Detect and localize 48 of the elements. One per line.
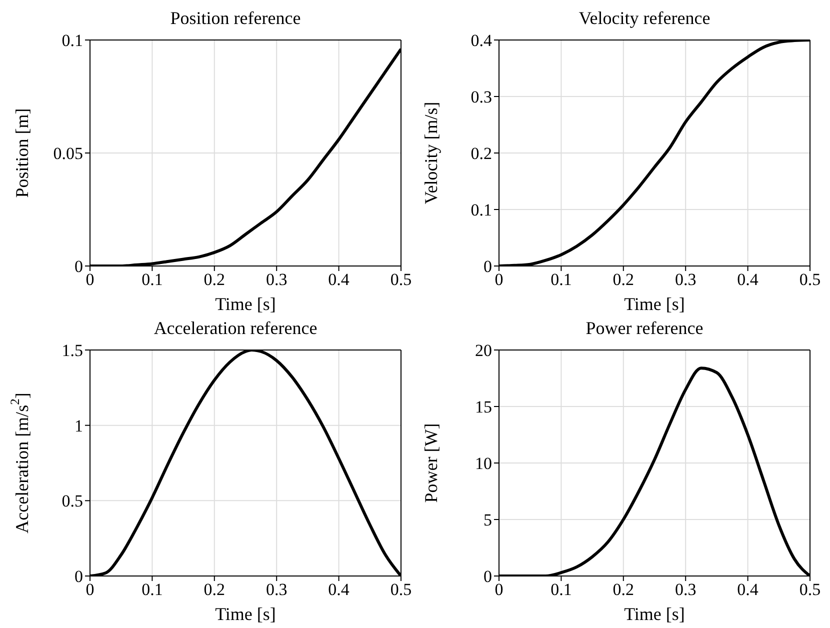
x-tick-label: 0.2 <box>204 580 226 600</box>
y-tick-label: 0.4 <box>470 31 492 50</box>
x-tick-label: 0.1 <box>550 270 572 290</box>
y-tick-label: 0 <box>484 567 492 586</box>
y-tick-label: 0.2 <box>470 144 492 164</box>
y-tick-label: 0 <box>484 257 492 276</box>
x-tick-label: 0.1 <box>550 580 572 600</box>
x-tick-label: 0.3 <box>266 580 288 600</box>
y-tick-label: 0.5 <box>62 492 83 511</box>
y-tick-label: 0.1 <box>62 31 83 50</box>
x-tick-label: 0.1 <box>142 580 163 600</box>
y-tick-label: 15 <box>475 398 492 417</box>
y-axis-title: Position [m] <box>12 108 32 198</box>
y-tick-label: 20 <box>475 341 492 360</box>
y-tick-label: 5 <box>484 510 492 530</box>
chart-title: Acceleration reference <box>152 318 318 339</box>
y-tick-label: 1.5 <box>62 341 83 360</box>
x-tick-label: 0.1 <box>142 270 163 290</box>
x-axis-title: Time [s] <box>215 604 276 624</box>
chart-title: Position reference <box>169 8 302 29</box>
x-tick-label: 0.5 <box>799 270 821 290</box>
x-tick-label: 0.4 <box>328 270 350 290</box>
y-axis-title: Velocity [m/s] <box>421 102 441 204</box>
x-tick-label: 0.2 <box>204 270 226 290</box>
x-axis-title: Time [s] <box>215 294 276 314</box>
y-tick-label: 0.05 <box>53 144 83 164</box>
x-axis-title: Time [s] <box>624 604 685 624</box>
y-tick-label: 10 <box>475 454 492 474</box>
chart-title: Power reference <box>584 318 704 339</box>
y-tick-label: 0.3 <box>470 88 492 107</box>
y-tick-label: 1 <box>74 416 83 436</box>
x-tick-label: 0.5 <box>390 580 412 600</box>
x-tick-label: 0.2 <box>612 580 634 600</box>
x-tick-label: 0.4 <box>737 270 759 290</box>
y-tick-label: 0 <box>74 257 83 276</box>
y-tick-label: 0 <box>74 567 83 586</box>
x-tick-label: 0.3 <box>266 270 288 290</box>
x-tick-label: 0.3 <box>674 270 696 290</box>
chart-title: Velocity reference <box>578 8 712 29</box>
y-axis-title: Power [W] <box>421 423 441 503</box>
x-tick-label: 0.2 <box>612 270 634 290</box>
x-tick-label: 0.5 <box>799 580 821 600</box>
y-tick-label: 0.1 <box>470 200 492 220</box>
x-tick-label: 0.4 <box>328 580 350 600</box>
x-tick-label: 0.5 <box>390 270 412 290</box>
x-tick-label: 0.4 <box>737 580 759 600</box>
x-axis-title: Time [s] <box>624 294 685 314</box>
x-tick-label: 0.3 <box>674 580 696 600</box>
